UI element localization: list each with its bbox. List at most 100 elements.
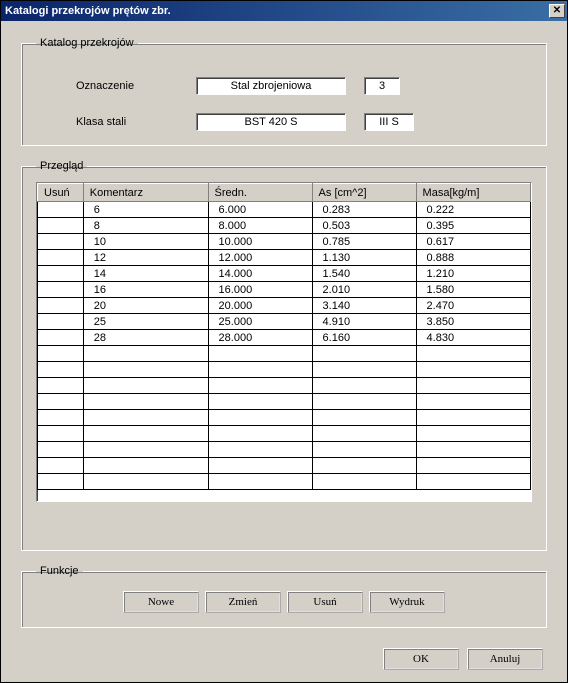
table-cell[interactable]: [38, 314, 84, 330]
table-row[interactable]: 1212.0001.1300.888: [38, 250, 531, 266]
table-cell[interactable]: [208, 378, 312, 394]
close-icon[interactable]: ✕: [549, 4, 565, 18]
table-cell[interactable]: 4.910: [312, 314, 416, 330]
table-cell[interactable]: 16.000: [208, 282, 312, 298]
table-cell[interactable]: [208, 426, 312, 442]
table-cell[interactable]: [312, 346, 416, 362]
zmien-button[interactable]: Zmień: [205, 591, 281, 613]
table-cell[interactable]: [38, 362, 84, 378]
field-oznaczenie[interactable]: Stal zbrojeniowa: [196, 77, 346, 95]
table-row[interactable]: 1010.0000.7850.617: [38, 234, 531, 250]
table-cell[interactable]: 2.010: [312, 282, 416, 298]
table-cell[interactable]: 1.540: [312, 266, 416, 282]
table-cell[interactable]: [208, 362, 312, 378]
table-row[interactable]: [38, 426, 531, 442]
table-cell[interactable]: [416, 410, 530, 426]
table-cell[interactable]: [312, 378, 416, 394]
table-cell[interactable]: 20.000: [208, 298, 312, 314]
table-row[interactable]: [38, 442, 531, 458]
table-row[interactable]: 88.0000.5030.395: [38, 218, 531, 234]
table-cell[interactable]: 2.470: [416, 298, 530, 314]
usun-button[interactable]: Usuń: [287, 591, 363, 613]
table-cell[interactable]: [83, 378, 208, 394]
table-cell[interactable]: [38, 234, 84, 250]
table-cell[interactable]: [83, 346, 208, 362]
table-cell[interactable]: [312, 458, 416, 474]
field-klasa-code[interactable]: III S: [364, 113, 414, 131]
table-cell[interactable]: [83, 474, 208, 490]
table-cell[interactable]: 0.222: [416, 202, 530, 218]
table-row[interactable]: [38, 410, 531, 426]
table-cell[interactable]: 10.000: [208, 234, 312, 250]
table-cell[interactable]: 28.000: [208, 330, 312, 346]
table-cell[interactable]: 10: [83, 234, 208, 250]
table-cell[interactable]: 20: [83, 298, 208, 314]
table-cell[interactable]: 14.000: [208, 266, 312, 282]
table-cell[interactable]: [38, 202, 84, 218]
table-row[interactable]: [38, 458, 531, 474]
table-row[interactable]: 2828.0006.1604.830: [38, 330, 531, 346]
table-cell[interactable]: [312, 474, 416, 490]
col-as[interactable]: As [cm^2]: [312, 184, 416, 202]
table-cell[interactable]: [38, 330, 84, 346]
table-row[interactable]: [38, 394, 531, 410]
table-cell[interactable]: [312, 410, 416, 426]
table-row[interactable]: 1616.0002.0101.580: [38, 282, 531, 298]
col-komentarz[interactable]: Komentarz: [83, 184, 208, 202]
table-cell[interactable]: [416, 394, 530, 410]
table-cell[interactable]: [38, 346, 84, 362]
field-klasa[interactable]: BST 420 S: [196, 113, 346, 131]
table-cell[interactable]: [38, 378, 84, 394]
wydruk-button[interactable]: Wydruk: [369, 591, 445, 613]
table-cell[interactable]: 3.140: [312, 298, 416, 314]
table-cell[interactable]: [416, 426, 530, 442]
table-cell[interactable]: 6: [83, 202, 208, 218]
table-cell[interactable]: [83, 426, 208, 442]
table-cell[interactable]: 0.617: [416, 234, 530, 250]
table-cell[interactable]: 3.850: [416, 314, 530, 330]
table-cell[interactable]: 0.503: [312, 218, 416, 234]
table-cell[interactable]: 8: [83, 218, 208, 234]
col-sredn[interactable]: Średn.: [208, 184, 312, 202]
table-cell[interactable]: [38, 442, 84, 458]
col-usun[interactable]: Usuń: [38, 184, 84, 202]
table-row[interactable]: [38, 378, 531, 394]
table-cell[interactable]: [38, 474, 84, 490]
table-cell[interactable]: 12: [83, 250, 208, 266]
table-cell[interactable]: [312, 426, 416, 442]
data-table-wrap[interactable]: Usuń Komentarz Średn. As [cm^2] Masa[kg/…: [36, 182, 532, 502]
table-cell[interactable]: 6.000: [208, 202, 312, 218]
table-cell[interactable]: [416, 362, 530, 378]
table-cell[interactable]: 0.395: [416, 218, 530, 234]
table-cell[interactable]: [38, 218, 84, 234]
table-cell[interactable]: [38, 266, 84, 282]
table-cell[interactable]: [416, 474, 530, 490]
ok-button[interactable]: OK: [383, 648, 459, 670]
table-cell[interactable]: 25: [83, 314, 208, 330]
table-cell[interactable]: [416, 378, 530, 394]
table-row[interactable]: [38, 362, 531, 378]
table-cell[interactable]: [38, 298, 84, 314]
table-row[interactable]: [38, 474, 531, 490]
table-cell[interactable]: 1.580: [416, 282, 530, 298]
table-cell[interactable]: [38, 250, 84, 266]
table-cell[interactable]: 16: [83, 282, 208, 298]
table-cell[interactable]: [312, 394, 416, 410]
table-cell[interactable]: 28: [83, 330, 208, 346]
table-row[interactable]: 2525.0004.9103.850: [38, 314, 531, 330]
table-cell[interactable]: [208, 346, 312, 362]
table-cell[interactable]: [208, 474, 312, 490]
table-cell[interactable]: 4.830: [416, 330, 530, 346]
table-cell[interactable]: 6.160: [312, 330, 416, 346]
table-row[interactable]: 66.0000.2830.222: [38, 202, 531, 218]
table-cell[interactable]: [83, 394, 208, 410]
col-masa[interactable]: Masa[kg/m]: [416, 184, 530, 202]
table-cell[interactable]: [83, 458, 208, 474]
table-cell[interactable]: [38, 426, 84, 442]
table-cell[interactable]: [312, 362, 416, 378]
table-row[interactable]: 2020.0003.1402.470: [38, 298, 531, 314]
table-cell[interactable]: [416, 458, 530, 474]
table-cell[interactable]: 0.785: [312, 234, 416, 250]
field-oznaczenie-num[interactable]: 3: [364, 77, 400, 95]
table-cell[interactable]: 8.000: [208, 218, 312, 234]
